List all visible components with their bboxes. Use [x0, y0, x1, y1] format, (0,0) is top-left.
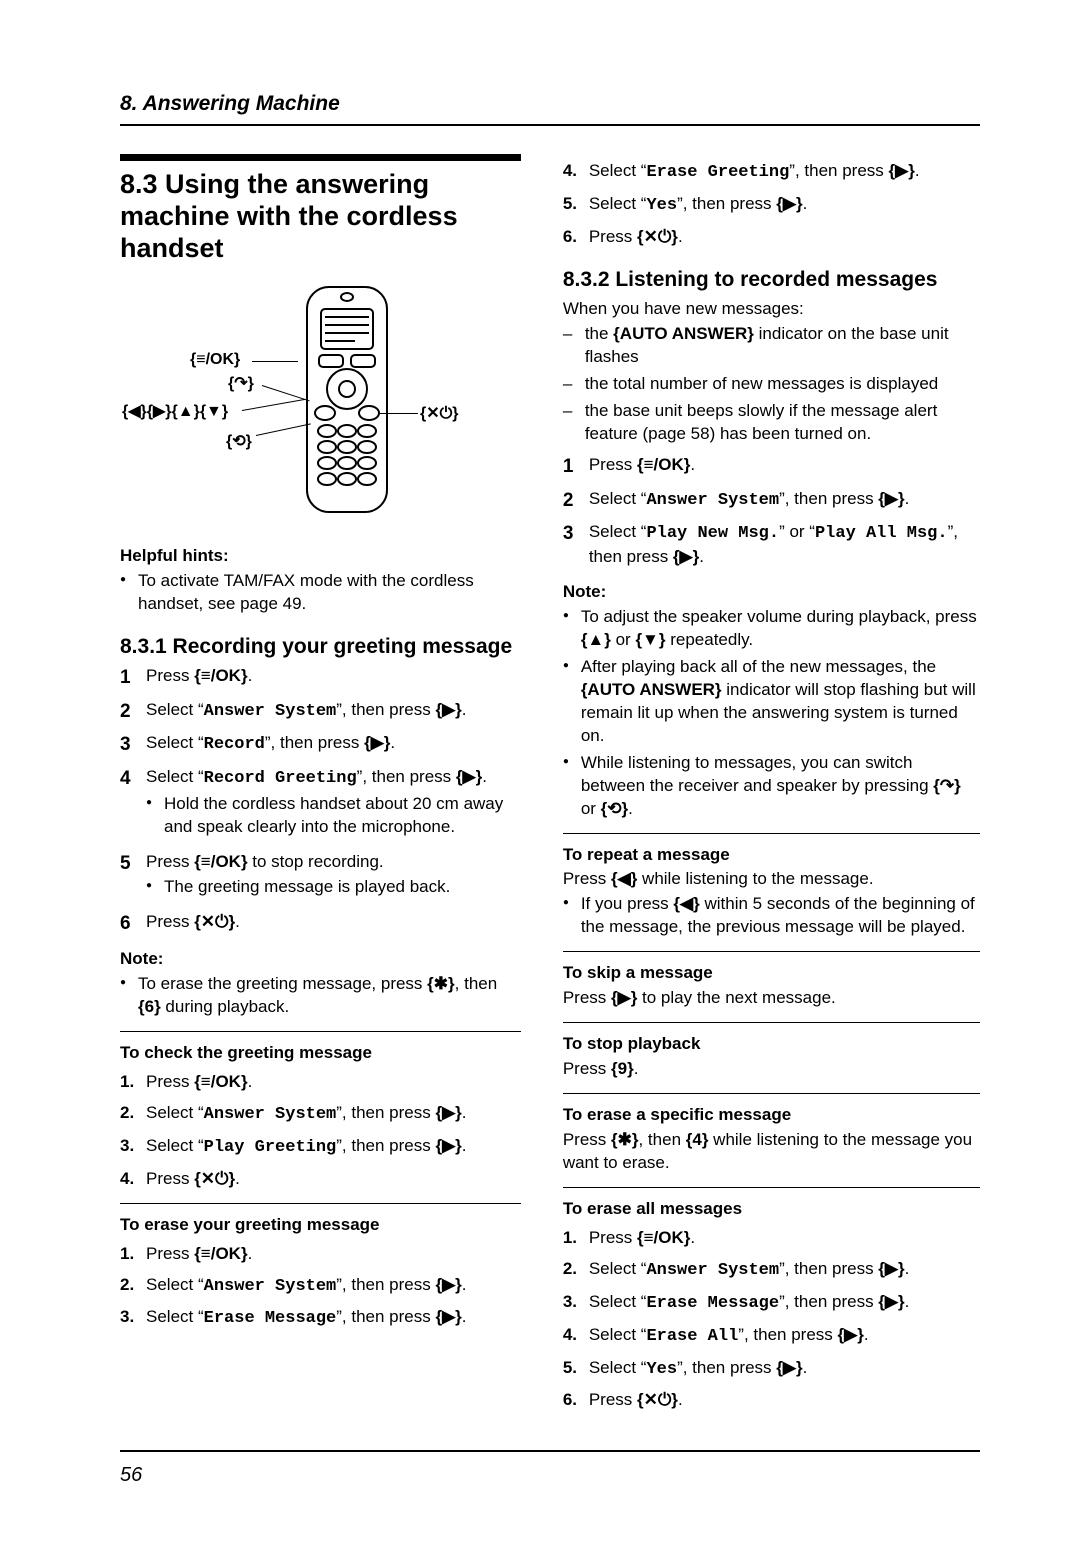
listening-note-list: To adjust the speaker volume during play…: [563, 606, 980, 820]
step-item: 3Select “Play New Msg.” or “Play All Msg…: [563, 521, 980, 569]
note-heading: Note:: [563, 581, 980, 604]
left-column: 8.3 Using the answering machine with the…: [120, 154, 521, 1420]
step-item: 5.Select “Yes”, then press {▶}.: [563, 193, 980, 218]
step-item: 3.Select “Play Greeting”, then press {▶}…: [120, 1135, 521, 1160]
subsection-8-3-1-title: 8.3.1 Recording your greeting message: [120, 634, 521, 659]
repeat-heading: To repeat a message: [563, 844, 980, 867]
step-item: 3.Select “Erase Message”, then press {▶}…: [563, 1291, 980, 1316]
callout-off: {✕⏻}: [420, 403, 459, 425]
helpful-hints-heading: Helpful hints:: [120, 545, 521, 568]
step-item: 1.Press {≡/OK}.: [120, 1071, 521, 1094]
divider: [120, 1203, 521, 1204]
step-item: 1.Press {≡/OK}.: [563, 1227, 980, 1250]
erase-all-heading: To erase all messages: [563, 1198, 980, 1221]
callout-speaker: {⟲}: [226, 431, 252, 453]
erase-one-text: Press {✱}, then {4} while listening to t…: [563, 1129, 980, 1175]
check-greeting-steps: 1.Press {≡/OK}. 2.Select “Answer System”,…: [120, 1071, 521, 1191]
step-item: 2Select “Answer System”, then press {▶}.: [120, 699, 521, 725]
recording-steps: 1Press {≡/OK}. 2Select “Answer System”, t…: [120, 665, 521, 936]
listening-conditions: the {AUTO ANSWER} indicator on the base …: [563, 323, 980, 446]
divider: [563, 1093, 980, 1094]
step-item: 6.Press {✕⏻}.: [563, 226, 980, 249]
bullet-item: If you press {◀} within 5 seconds of the…: [563, 893, 980, 939]
divider: [563, 833, 980, 834]
section-title: 8.3 Using the answering machine with the…: [120, 169, 521, 265]
divider: [563, 1187, 980, 1188]
bullet-item: To activate TAM/FAX mode with the cordle…: [120, 570, 521, 616]
check-greeting-heading: To check the greeting message: [120, 1042, 521, 1065]
right-column: 4.Select “Erase Greeting”, then press {▶…: [563, 154, 980, 1420]
step-item: 5Press {≡/OK} to stop recording.The gree…: [120, 851, 521, 903]
step-item: 2.Select “Answer System”, then press {▶}…: [120, 1102, 521, 1127]
bullet-item: To erase the greeting message, press {✱}…: [120, 973, 521, 1019]
erase-greeting-steps-cont: 4.Select “Erase Greeting”, then press {▶…: [563, 160, 980, 249]
note-heading: Note:: [120, 948, 521, 971]
step-item: 4.Select “Erase All”, then press {▶}.: [563, 1324, 980, 1349]
step-item: 1Press {≡/OK}.: [120, 665, 521, 691]
subsection-8-3-2-title: 8.3.2 Listening to recorded messages: [563, 267, 980, 292]
divider: [563, 951, 980, 952]
skip-heading: To skip a message: [563, 962, 980, 985]
section-rule: [120, 154, 521, 161]
chapter-heading: 8. Answering Machine: [120, 90, 980, 126]
erase-greeting-steps: 1.Press {≡/OK}. 2.Select “Answer System”,…: [120, 1243, 521, 1332]
bullet-item: After playing back all of the new messag…: [563, 656, 980, 748]
repeat-text: Press {◀} while listening to the message…: [563, 868, 980, 891]
step-item: 6Press {✕⏻}.: [120, 911, 521, 937]
step-item: 2Select “Answer System”, then press {▶}.: [563, 488, 980, 514]
bullet-item: To adjust the speaker volume during play…: [563, 606, 980, 652]
step-item: 4.Press {✕⏻}.: [120, 1168, 521, 1191]
callout-talk: {↷}: [228, 373, 254, 395]
dash-item: the base unit beeps slowly if the messag…: [563, 400, 980, 446]
repeat-note-list: If you press {◀} within 5 seconds of the…: [563, 893, 980, 939]
step-item: 4Select “Record Greeting”, then press {▶…: [120, 766, 521, 843]
listening-intro: When you have new messages:: [563, 298, 980, 321]
step-item: 4.Select “Erase Greeting”, then press {▶…: [563, 160, 980, 185]
skip-text: Press {▶} to play the next message.: [563, 987, 980, 1010]
step-item: 5.Select “Yes”, then press {▶}.: [563, 1357, 980, 1382]
step-item: 2.Select “Answer System”, then press {▶}…: [563, 1258, 980, 1283]
step-item: 1Press {≡/OK}.: [563, 454, 980, 480]
helpful-hints-list: To activate TAM/FAX mode with the cordle…: [120, 570, 521, 616]
recording-note-list: To erase the greeting message, press {✱}…: [120, 973, 521, 1019]
callout-menu-ok: {≡/OK}: [190, 349, 240, 371]
erase-greeting-heading: To erase your greeting message: [120, 1214, 521, 1237]
bullet-item: While listening to messages, you can swi…: [563, 752, 980, 821]
callout-nav: {◀}{▶}{▲}{▼}: [122, 401, 228, 423]
stop-text: Press {9}.: [563, 1058, 980, 1081]
handset-illustration: {≡/OK} {↷} {◀}{▶}{▲}{▼} {⟲} {✕⏻}: [120, 279, 521, 529]
page-number: 56: [120, 1450, 980, 1489]
step-item: 3Select “Record”, then press {▶}.: [120, 732, 521, 758]
divider: [120, 1031, 521, 1032]
step-item: 3.Select “Erase Message”, then press {▶}…: [120, 1306, 521, 1331]
divider: [563, 1022, 980, 1023]
erase-all-steps: 1.Press {≡/OK}. 2.Select “Answer System”,…: [563, 1227, 980, 1413]
erase-one-heading: To erase a specific message: [563, 1104, 980, 1127]
stop-heading: To stop playback: [563, 1033, 980, 1056]
step-item: 1.Press {≡/OK}.: [120, 1243, 521, 1266]
dash-item: the total number of new messages is disp…: [563, 373, 980, 396]
listening-steps: 1Press {≡/OK}. 2Select “Answer System”, t…: [563, 454, 980, 569]
two-column-layout: 8.3 Using the answering machine with the…: [120, 154, 980, 1420]
dash-item: the {AUTO ANSWER} indicator on the base …: [563, 323, 980, 369]
step-item: 6.Press {✕⏻}.: [563, 1389, 980, 1412]
step-item: 2.Select “Answer System”, then press {▶}…: [120, 1274, 521, 1299]
